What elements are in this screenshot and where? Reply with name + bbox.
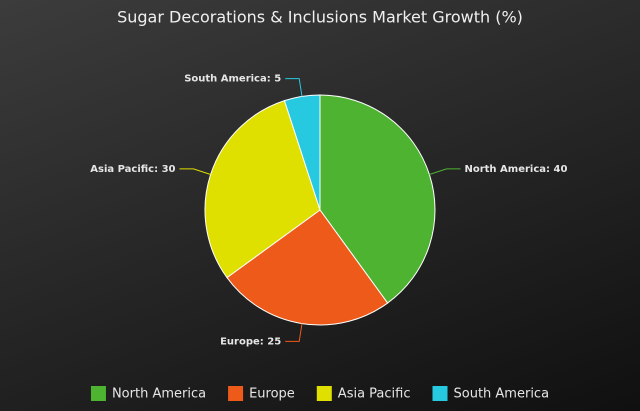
leader-line (179, 168, 211, 175)
pie-slice (226, 209, 389, 326)
data-label: Asia Pacific: 30 (90, 164, 175, 175)
data-label: North America: 40 (464, 164, 567, 175)
data-label: Europe: 25 (220, 336, 281, 347)
leader-line (429, 168, 461, 175)
legend-label: South America (454, 387, 550, 402)
legend-label: Asia Pacific (338, 387, 411, 402)
chart-title: Sugar Decorations & Inclusions Market Gr… (117, 8, 523, 27)
pie-slice (319, 94, 436, 304)
pie-slice (283, 94, 321, 211)
leader-line (285, 78, 303, 97)
legend-swatch (90, 386, 106, 401)
legend-swatch (228, 386, 244, 401)
pie-slice (204, 99, 321, 279)
legend-swatch (316, 386, 332, 401)
legend-label: Europe (249, 387, 295, 402)
data-label: South America: 5 (184, 74, 281, 85)
legend-label: North America (112, 387, 206, 402)
legend-swatch (432, 386, 448, 401)
leader-line (285, 323, 303, 342)
